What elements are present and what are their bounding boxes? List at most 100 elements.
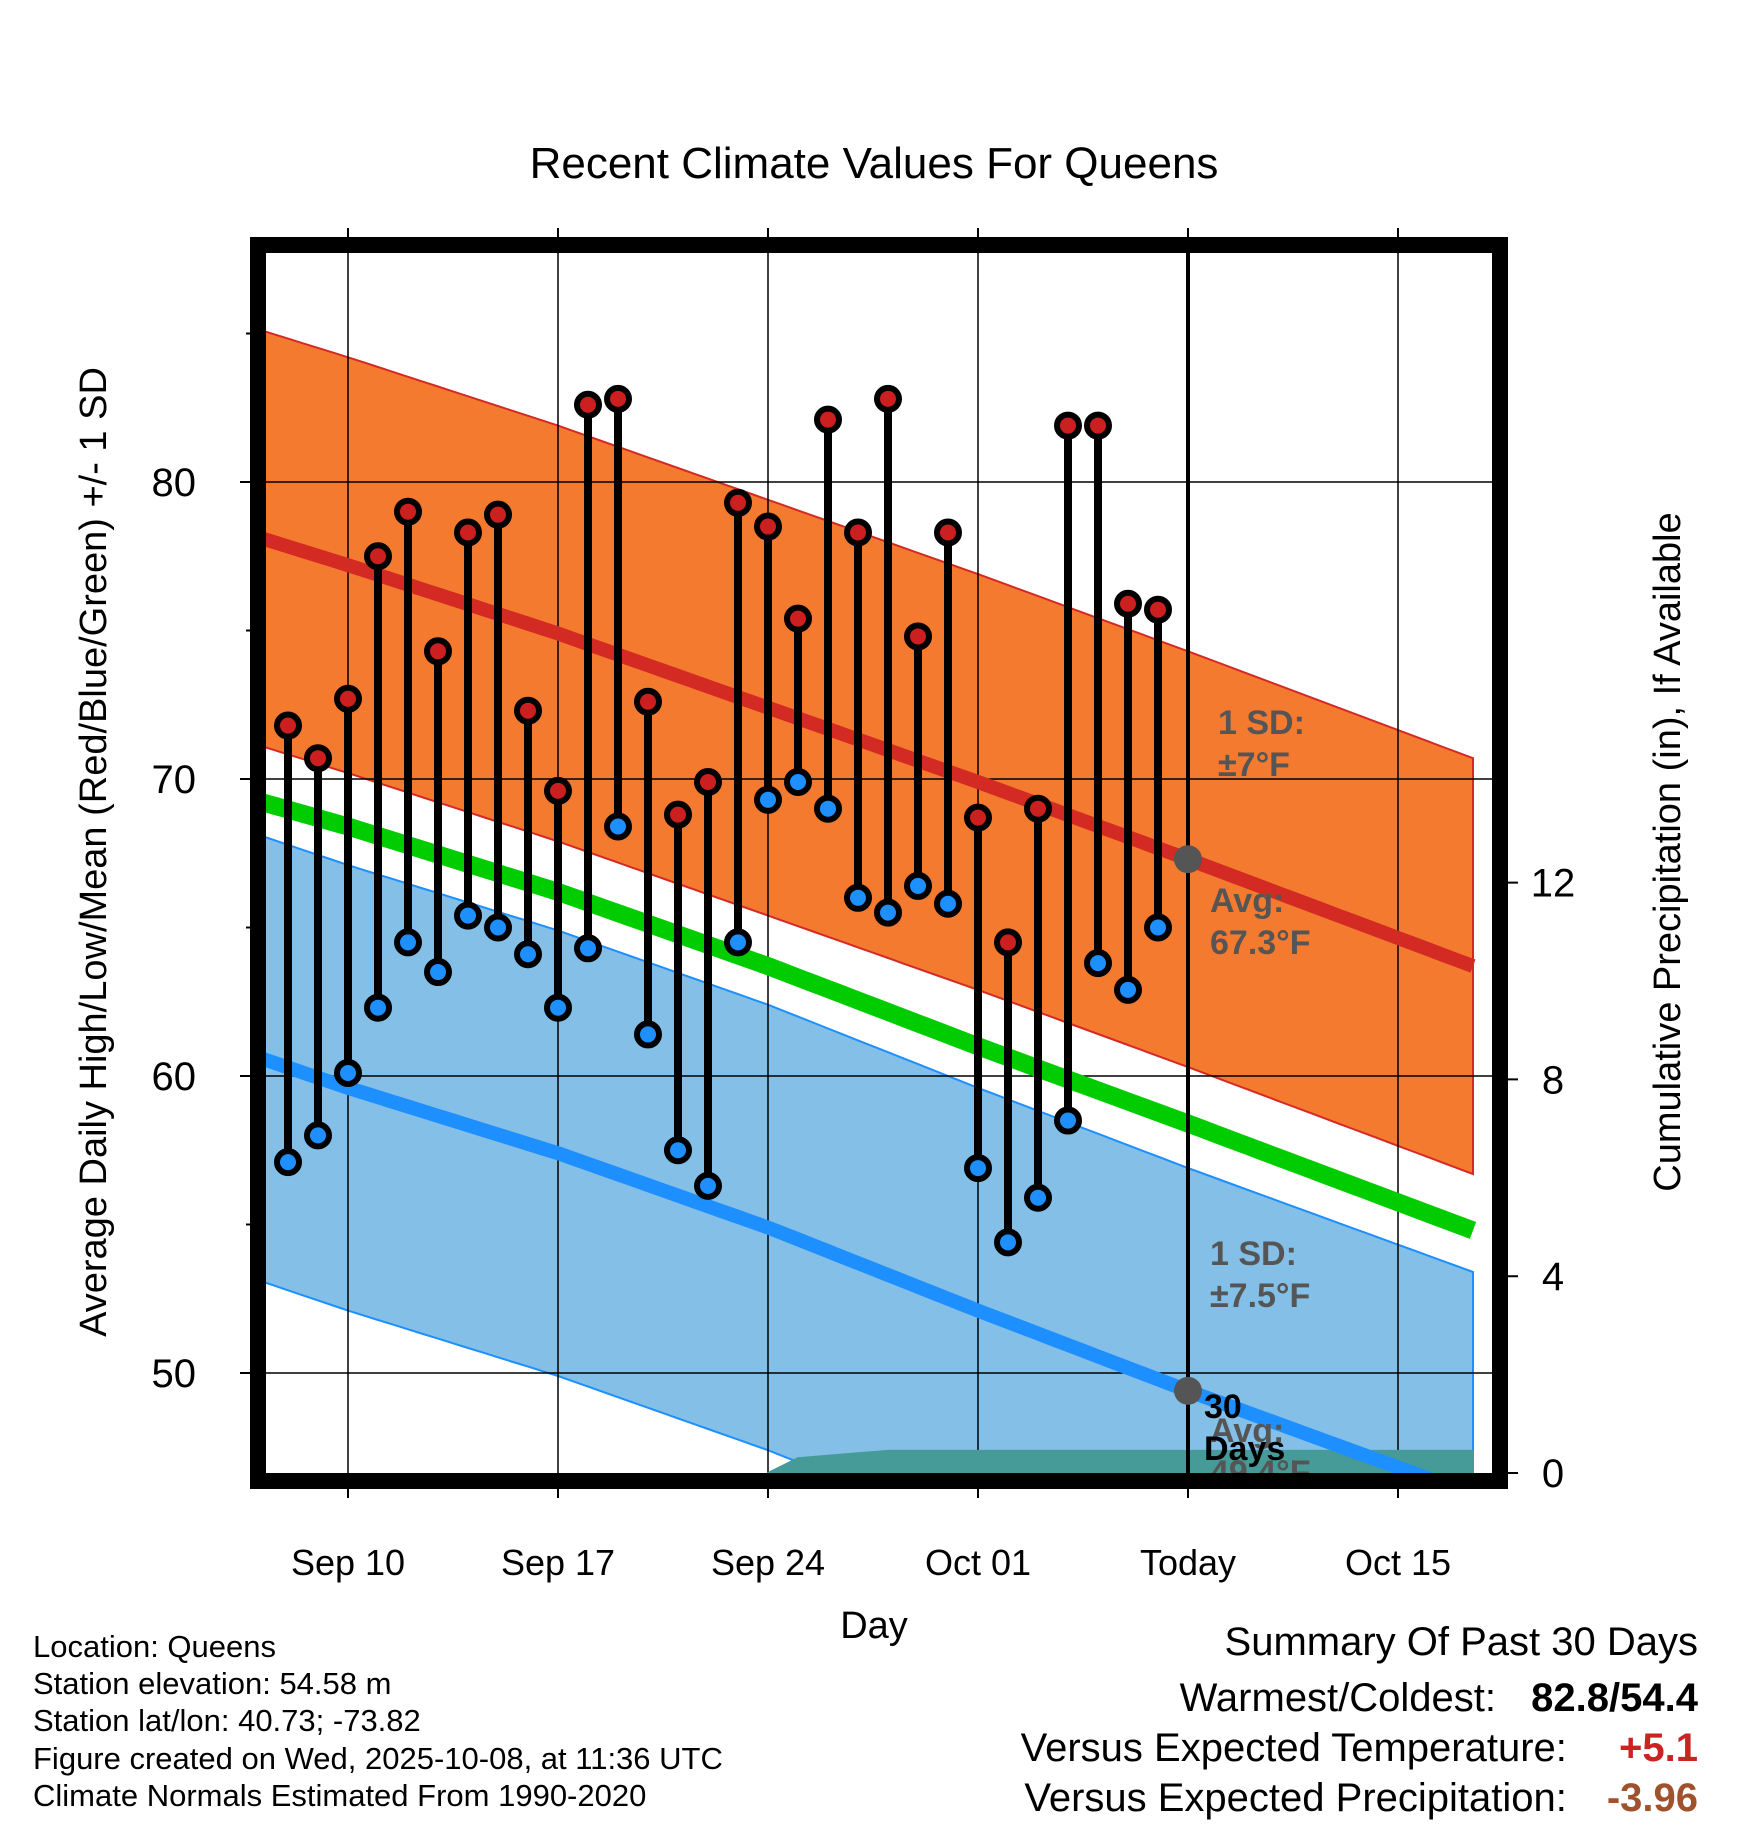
day-high-point <box>454 518 482 547</box>
day-low-point <box>724 928 752 957</box>
day-low-point <box>334 1059 362 1088</box>
day-high-point <box>994 928 1022 957</box>
y-tick-label: 70 <box>152 758 197 802</box>
coldest-value: 54.4 <box>1620 1676 1698 1720</box>
day-high-point <box>1144 595 1172 624</box>
temp-anomaly-value: +5.1 <box>1619 1726 1698 1770</box>
day-high-point <box>694 767 722 796</box>
day-low-point <box>484 913 512 942</box>
y-tick-label: 80 <box>152 461 197 505</box>
precip-area <box>767 1449 1474 1473</box>
day-low-point <box>784 767 812 796</box>
day-high-point <box>544 776 572 805</box>
day-high-point <box>1054 411 1082 440</box>
high-avg-value: 67.3°F <box>1210 924 1311 962</box>
summary-temp: Versus Expected Temperature: +5.1 <box>1021 1726 1698 1771</box>
day-low-point <box>1144 913 1172 942</box>
day-low-point <box>454 901 482 930</box>
day-high-point <box>1114 589 1142 618</box>
high-sd-label: 1 SD: <box>1218 704 1305 742</box>
info-location: Location: Queens <box>33 1629 277 1664</box>
day-low-point <box>904 871 932 900</box>
day-low-point <box>304 1121 332 1150</box>
day-high-point <box>304 744 332 773</box>
low-sd-band <box>266 836 1474 1473</box>
day-high-point <box>904 622 932 651</box>
mean-normal-line <box>266 793 1477 1239</box>
x-tick-label: Sep 24 <box>711 1542 825 1583</box>
temp-label: Versus Expected Temperature: <box>1020 1726 1567 1770</box>
day-low-point <box>754 785 782 814</box>
day-high-point <box>574 390 602 419</box>
x-tick-label: Sep 17 <box>501 1542 615 1583</box>
day-low-point <box>664 1136 692 1165</box>
summary-precip: Versus Expected Precipitation: -3.96 <box>1024 1776 1698 1821</box>
day-high-point <box>1024 794 1052 823</box>
day-high-point <box>874 384 902 413</box>
info-normals: Climate Normals Estimated From 1990-2020 <box>33 1777 647 1813</box>
day-high-point <box>274 711 302 740</box>
day-low-point <box>544 993 572 1022</box>
plot-frame <box>250 237 1508 1489</box>
y-tick-label: 60 <box>152 1055 197 1099</box>
day-high-point <box>634 687 662 716</box>
day-low-point <box>1114 975 1142 1004</box>
day-high-point <box>1084 411 1112 440</box>
info-latlon: Station lat/lon: 40.73; -73.82 <box>33 1703 421 1739</box>
low-avg-value: 49.4°F <box>1210 1454 1311 1492</box>
day-high-point <box>754 512 782 541</box>
y-axis-label: Average Daily High/Low/Mean (Red/Blue/Gr… <box>73 367 115 1337</box>
summary-title: Summary Of Past 30 Days <box>1225 1620 1698 1665</box>
low-sd-label: 1 SD: <box>1210 1235 1297 1273</box>
day-high-point <box>424 637 452 666</box>
low-normal-line <box>266 1052 1434 1473</box>
day-low-point <box>574 934 602 963</box>
day-high-point <box>784 604 812 633</box>
high-sd-value: ±7°F <box>1218 746 1290 784</box>
today-high-avg-dot <box>1174 845 1202 874</box>
day-low-point <box>814 794 842 823</box>
y-tick-label: 50 <box>152 1352 197 1396</box>
warm-cold-label: Warmest/Coldest: <box>1179 1676 1497 1720</box>
warm-cold-sep: / <box>1609 1676 1621 1720</box>
day-low-point <box>964 1154 992 1183</box>
precip-anomaly-value: -3.96 <box>1606 1776 1698 1820</box>
day-low-point <box>844 883 872 912</box>
day-high-point <box>724 488 752 517</box>
y2-tick-label: 0 <box>1542 1452 1564 1496</box>
day-low-point <box>424 958 452 987</box>
day-high-point <box>484 500 512 529</box>
day-high-point <box>814 405 842 434</box>
day-high-point <box>664 800 692 829</box>
y2-axis-label: Cumulative Precipitation (in), If Availa… <box>1647 512 1689 1191</box>
summary-warm-cold: Warmest/Coldest: 82.8/54.4 <box>1180 1676 1698 1721</box>
day-high-point <box>604 384 632 413</box>
low-avg-label: Avg: <box>1210 1412 1284 1450</box>
day-low-point <box>1024 1183 1052 1212</box>
day-high-point <box>334 684 362 713</box>
high-avg-label: Avg: <box>1210 882 1284 920</box>
day-high-point <box>844 518 872 547</box>
days-count-word: Days <box>1204 1430 1285 1468</box>
day-high-point <box>394 497 422 526</box>
low-sd-value: ±7.5°F <box>1210 1277 1310 1315</box>
x-tick-label: Today <box>1140 1542 1236 1583</box>
x-tick-label: Oct 01 <box>925 1542 1031 1583</box>
day-high-point <box>364 542 392 571</box>
day-low-point <box>604 812 632 841</box>
day-low-point <box>274 1148 302 1177</box>
days-count-label: 30 <box>1204 1388 1242 1426</box>
y2-tick-label: 12 <box>1531 862 1576 906</box>
day-low-point <box>994 1228 1022 1257</box>
day-low-point <box>394 928 422 957</box>
info-elevation: Station elevation: 54.58 m <box>33 1666 392 1702</box>
warmest-value: 82.8 <box>1531 1676 1610 1720</box>
station-info: Location: Queens Station elevation: 54.5… <box>33 1628 723 1814</box>
x-tick-label: Oct 15 <box>1345 1542 1451 1583</box>
chart-title: Recent Climate Values For Queens <box>530 139 1219 188</box>
day-low-point <box>1054 1106 1082 1135</box>
day-low-point <box>1084 949 1112 978</box>
y2-tick-label: 4 <box>1542 1255 1564 1299</box>
day-low-point <box>514 940 542 969</box>
